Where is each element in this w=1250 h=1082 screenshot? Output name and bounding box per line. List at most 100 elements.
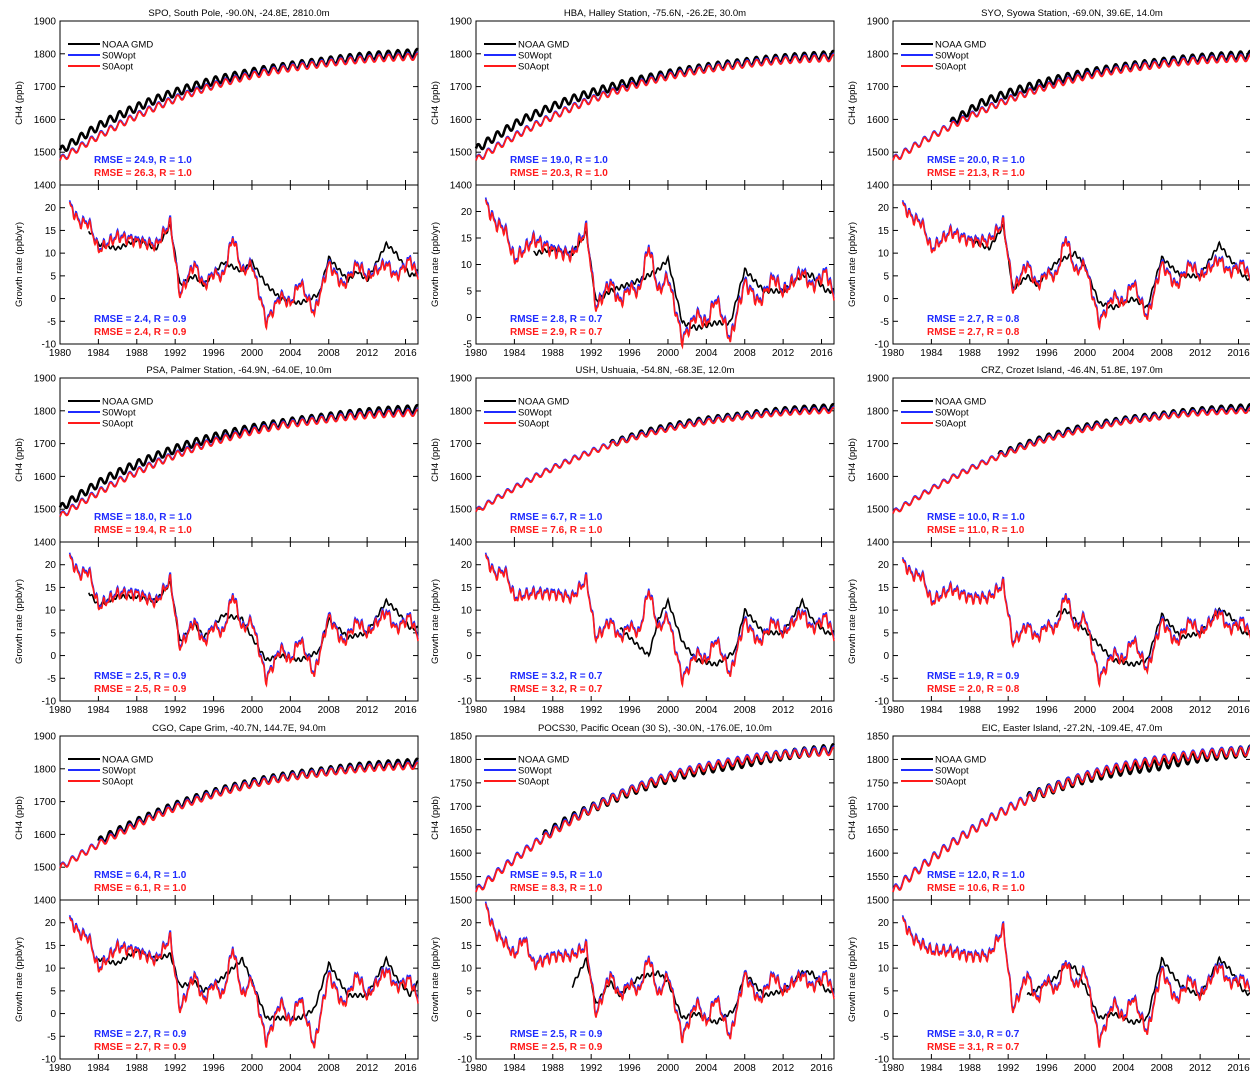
noaa-gmd-growth-line — [1055, 607, 1250, 667]
legend-label: S0Wopt — [935, 51, 969, 62]
x-tick-label: 2004 — [695, 705, 718, 716]
legend-label: S0Wopt — [102, 51, 136, 62]
station-panel: SPO, South Pole, -90.0N, -24.8E, 2810.0m… — [14, 8, 419, 359]
x-tick-label: 2000 — [657, 348, 680, 359]
rmse-stat-label: RMSE = 7.6, R = 1.0 — [510, 525, 603, 536]
x-tick-label: 1980 — [465, 705, 488, 716]
x-tick-label: 2008 — [734, 348, 757, 359]
panel-title: PSA, Palmer Station, -64.9N, -64.0E, 10.… — [146, 365, 331, 376]
x-tick-label: 1992 — [164, 1063, 187, 1074]
legend-label: S0Aopt — [102, 419, 134, 430]
y-tick-label: 0 — [50, 651, 56, 662]
rmse-stat-label: RMSE = 18.0, R = 1.0 — [94, 512, 192, 523]
y-tick-label: 1500 — [867, 148, 890, 159]
x-tick-label: 1980 — [882, 1063, 905, 1074]
y-tick-label: 1800 — [34, 406, 57, 417]
y-tick-label: 1600 — [867, 115, 890, 126]
x-tick-label: 1980 — [465, 348, 488, 359]
noaa-gmd-series-line — [997, 402, 1250, 458]
y-tick-label: 1550 — [450, 872, 473, 883]
y-tick-label: 0 — [50, 1009, 56, 1020]
rmse-stat-label: RMSE = 2.8, R = 0.7 — [510, 314, 603, 325]
x-tick-label: 1980 — [882, 348, 905, 359]
y-axis-label: Growth rate (ppb/yr) — [430, 937, 441, 1022]
x-tick-label: 1980 — [49, 1063, 72, 1074]
panel-title: USH, Ushuaia, -54.8N, -68.3E, 12.0m — [576, 365, 735, 376]
y-axis-label: CH4 (ppb) — [430, 796, 441, 840]
rmse-stat-label: RMSE = 2.9, R = 0.7 — [510, 327, 603, 338]
panel-title: SPO, South Pole, -90.0N, -24.8E, 2810.0m — [148, 8, 329, 19]
rmse-stat-label: RMSE = 11.0, R = 1.0 — [927, 525, 1025, 536]
y-tick-label: 15 — [461, 941, 473, 952]
legend-label: S0Wopt — [102, 766, 136, 777]
legend-label: NOAA GMD — [102, 755, 153, 766]
y-axis-label: CH4 (ppb) — [430, 438, 441, 482]
rmse-stat-label: RMSE = 10.0, R = 1.0 — [927, 512, 1025, 523]
y-tick-label: 1700 — [867, 82, 890, 93]
y-tick-label: 15 — [45, 941, 57, 952]
noaa-gmd-series-line — [609, 402, 835, 447]
x-tick-label: 2012 — [1189, 1063, 1212, 1074]
y-tick-label: -5 — [463, 340, 472, 351]
rmse-stat-label: RMSE = 2.5, R = 0.9 — [94, 684, 187, 695]
x-tick-label: 1984 — [503, 705, 526, 716]
y-tick-label: 15 — [878, 583, 890, 594]
y-tick-label: 1800 — [867, 406, 890, 417]
x-tick-label: 1996 — [1035, 705, 1058, 716]
x-tick-label: 2008 — [1151, 348, 1174, 359]
y-tick-label: -10 — [42, 1055, 57, 1066]
y-tick-label: 10 — [45, 964, 57, 975]
y-tick-label: 1400 — [450, 181, 473, 192]
legend-label: NOAA GMD — [935, 40, 986, 51]
y-tick-label: -5 — [880, 674, 889, 685]
y-tick-label: 1600 — [450, 472, 473, 483]
x-tick-label: 2004 — [1112, 705, 1135, 716]
y-axis-label: CH4 (ppb) — [14, 796, 25, 840]
y-tick-label: 1900 — [34, 374, 57, 385]
noaa-gmd-series-line — [58, 47, 419, 153]
legend-label: S0Aopt — [518, 419, 550, 430]
y-tick-label: 5 — [466, 628, 472, 639]
y-tick-label: 1750 — [450, 778, 473, 789]
x-tick-label: 1984 — [87, 1063, 110, 1074]
growth-plot-frame — [892, 899, 1250, 1060]
y-tick-label: 1600 — [867, 472, 890, 483]
panel-title: POCS30, Pacific Ocean (30 S), -30.0N, -1… — [538, 723, 772, 734]
y-tick-label: 1600 — [34, 472, 57, 483]
y-axis-label: CH4 (ppb) — [847, 796, 858, 840]
x-tick-label: 2016 — [1227, 1063, 1250, 1074]
x-tick-label: 2008 — [734, 705, 757, 716]
y-tick-label: 1700 — [450, 439, 473, 450]
y-tick-label: 0 — [466, 1009, 472, 1020]
x-tick-label: 1992 — [997, 1063, 1020, 1074]
y-axis-label: CH4 (ppb) — [14, 438, 25, 482]
y-tick-label: 10 — [878, 249, 890, 260]
y-tick-label: -10 — [42, 340, 57, 351]
s0aopt-series-line — [892, 746, 1250, 893]
y-tick-label: 0 — [883, 651, 889, 662]
y-tick-label: 1500 — [34, 863, 57, 874]
y-tick-label: -5 — [463, 1032, 472, 1043]
y-tick-label: 1900 — [34, 17, 57, 28]
x-tick-label: 2004 — [279, 348, 302, 359]
y-tick-label: 1600 — [34, 830, 57, 841]
y-tick-label: 0 — [466, 313, 472, 324]
y-tick-label: 1700 — [34, 82, 57, 93]
s0aopt-series-line — [475, 406, 835, 513]
legend-label: S0Aopt — [935, 62, 967, 73]
rmse-stat-label: RMSE = 19.4, R = 1.0 — [94, 525, 192, 536]
x-tick-label: 2016 — [394, 348, 417, 359]
rmse-stat-label: RMSE = 2.7, R = 0.9 — [94, 1029, 187, 1040]
x-tick-label: 1980 — [49, 348, 72, 359]
s0wopt-growth-line — [68, 200, 419, 329]
y-tick-label: 20 — [878, 918, 890, 929]
x-tick-label: 1992 — [580, 705, 603, 716]
x-tick-label: 2008 — [1151, 705, 1174, 716]
y-tick-label: 1650 — [867, 825, 890, 836]
s0aopt-series-line — [892, 406, 1250, 514]
x-tick-label: 2012 — [772, 705, 795, 716]
noaa-gmd-series-line — [1026, 744, 1250, 802]
y-tick-label: 1750 — [867, 778, 890, 789]
x-tick-label: 2016 — [1227, 705, 1250, 716]
legend-label: S0Wopt — [518, 766, 552, 777]
